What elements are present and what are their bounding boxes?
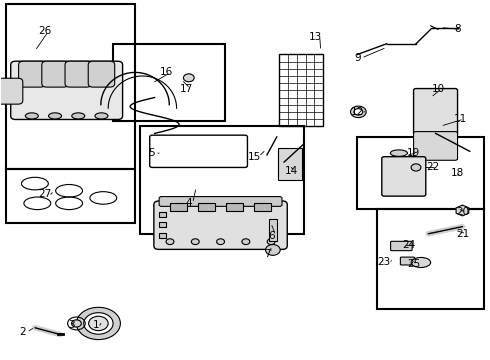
Text: 25: 25 [407,259,420,269]
Bar [278,148,302,180]
Bar [270,220,277,241]
Circle shape [411,164,421,171]
Bar [113,44,225,121]
Text: 26: 26 [38,26,51,36]
Bar [159,222,166,227]
Circle shape [192,239,199,244]
Bar [279,54,323,126]
Text: 6: 6 [269,231,275,240]
Text: 4: 4 [186,198,192,208]
Text: 5: 5 [148,148,154,158]
Bar [5,4,135,169]
Text: 18: 18 [451,168,464,178]
FancyBboxPatch shape [88,61,115,87]
Text: 12: 12 [351,107,364,117]
Text: 27: 27 [38,189,51,199]
Text: 11: 11 [453,114,466,124]
Bar [377,209,485,309]
FancyBboxPatch shape [0,78,23,104]
FancyBboxPatch shape [414,89,458,135]
Bar [357,137,485,209]
Ellipse shape [411,257,431,267]
FancyBboxPatch shape [382,157,426,196]
Circle shape [166,239,174,244]
FancyBboxPatch shape [65,61,92,87]
Bar [159,212,166,217]
Ellipse shape [72,113,85,119]
FancyBboxPatch shape [414,132,458,160]
Text: 17: 17 [180,84,193,94]
Text: 13: 13 [309,32,322,41]
Text: 7: 7 [264,248,270,258]
Circle shape [72,320,81,327]
Circle shape [217,239,224,244]
Text: 3: 3 [68,320,75,330]
Text: 16: 16 [160,67,173,77]
Text: 15: 15 [248,152,261,162]
Text: 2: 2 [20,327,26,337]
Text: 24: 24 [402,239,416,249]
Text: 10: 10 [431,84,444,94]
Circle shape [242,239,250,244]
Ellipse shape [183,74,194,82]
Bar [198,203,215,211]
Bar [170,203,187,211]
Circle shape [266,244,280,255]
FancyBboxPatch shape [400,257,415,265]
FancyBboxPatch shape [154,201,287,249]
Bar [5,169,135,223]
Text: 20: 20 [456,207,469,217]
Text: 8: 8 [454,24,461,35]
Ellipse shape [49,113,62,119]
Text: 19: 19 [407,148,420,158]
Bar [254,203,271,211]
Bar [159,233,166,238]
Ellipse shape [25,113,38,119]
Text: 9: 9 [354,53,361,63]
Circle shape [89,316,108,330]
Text: 21: 21 [456,229,469,239]
Text: 1: 1 [93,320,99,330]
Text: 14: 14 [285,166,298,176]
Ellipse shape [391,150,408,156]
FancyBboxPatch shape [11,61,122,120]
Bar [226,203,243,211]
Ellipse shape [95,113,108,119]
Bar [140,126,304,234]
FancyBboxPatch shape [42,61,68,87]
FancyBboxPatch shape [391,241,412,251]
FancyBboxPatch shape [19,61,45,87]
Text: 23: 23 [378,257,391,267]
FancyBboxPatch shape [159,197,282,206]
Text: 22: 22 [426,162,440,172]
Circle shape [267,239,275,244]
